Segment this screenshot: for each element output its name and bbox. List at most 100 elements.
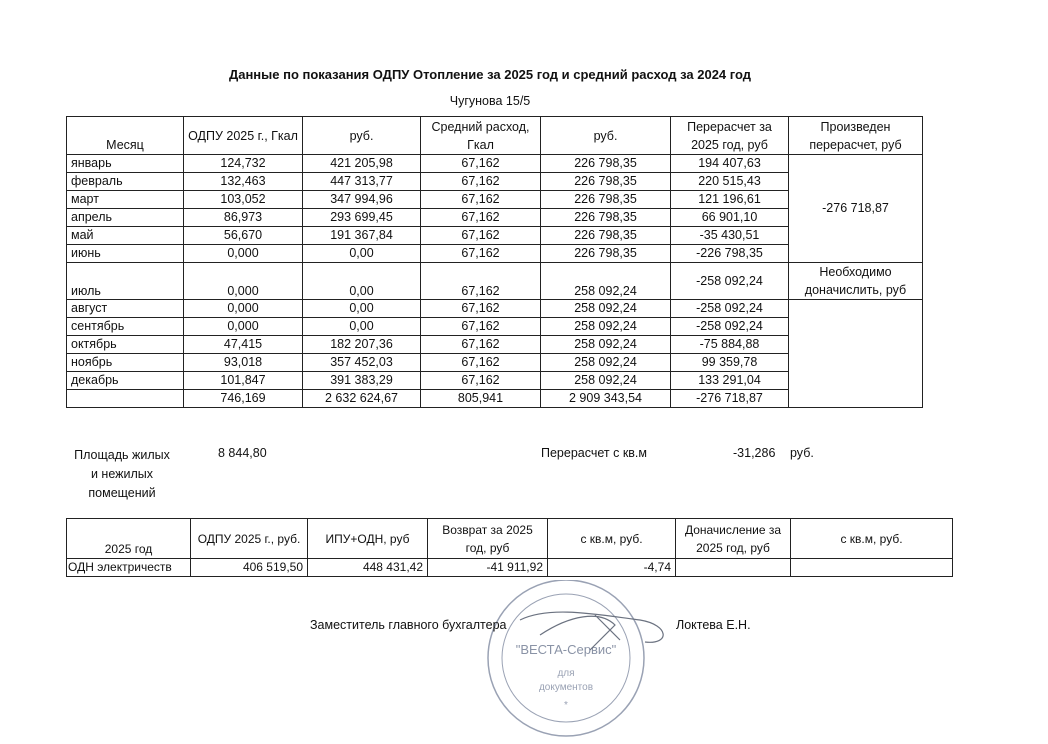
- col-header: ИПУ+ОДН, руб: [307, 518, 428, 559]
- cell: 67,162: [420, 208, 541, 227]
- month-cell: октябрь: [66, 335, 184, 354]
- cell: -4,74: [547, 558, 676, 577]
- cell: -41 911,92: [427, 558, 548, 577]
- cell: 226 798,35: [540, 172, 671, 191]
- month-cell: декабрь: [66, 371, 184, 390]
- cell: 258 092,24: [540, 353, 671, 372]
- month-cell: январь: [66, 154, 184, 173]
- cell: 182 207,36: [302, 335, 421, 354]
- month-cell: апрель: [66, 208, 184, 227]
- month-cell: [66, 389, 184, 408]
- table-header-row: 2025 год ОДПУ 2025 г., руб. ИПУ+ОДН, руб…: [66, 518, 953, 559]
- cell: 67,162: [420, 353, 541, 372]
- cell: 226 798,35: [540, 226, 671, 245]
- cell: 0,000: [183, 317, 303, 336]
- table-row: ОДН электричеств 406 519,50 448 431,42 -…: [66, 558, 953, 577]
- table-row: август 0,000 0,00 67,162 258 092,24 -258 092,…: [66, 299, 923, 408]
- heating-table: Месяц ОДПУ 2025 г., Гкал руб. Средний ра…: [66, 116, 923, 408]
- table-row: апрель 86,973 293 699,45 67,162 226 798,35 66…: [66, 208, 923, 227]
- month-cell: март: [66, 190, 184, 209]
- col-header: Произведен перерасчет, руб: [788, 116, 923, 155]
- cell: [790, 558, 953, 577]
- cell: 67,162: [420, 190, 541, 209]
- svg-text:"ВЕСТА-Сервис": "ВЕСТА-Сервис": [516, 642, 617, 657]
- need-charge-label: Необходимо доначислить, руб: [788, 262, 923, 300]
- cell: 67,162: [420, 244, 541, 263]
- cell: 805,941: [420, 389, 541, 408]
- cell: -75 884,88: [670, 335, 789, 354]
- col-header: Месяц: [66, 116, 184, 155]
- cell: 447 313,77: [302, 172, 421, 191]
- area-value: 8 844,80: [218, 446, 267, 460]
- cell: 67,162: [420, 154, 541, 173]
- company-stamp: "ВЕСТА-Сервис" для документов *: [487, 580, 664, 737]
- col-header: Перерасчет за 2025 год, руб: [670, 116, 789, 155]
- cell: 0,000: [183, 299, 303, 318]
- month-cell: февраль: [66, 172, 184, 191]
- recalc-done-cell: -276 718,87: [788, 154, 923, 263]
- cell: 2 632 624,67: [302, 389, 421, 408]
- per-sqm-unit: руб.: [790, 446, 814, 460]
- month-cell: сентябрь: [66, 317, 184, 336]
- col-header: с кв.м, руб.: [547, 518, 676, 559]
- cell: 67,162: [420, 299, 541, 318]
- cell: 258 092,24: [540, 262, 671, 300]
- cell: 258 092,24: [540, 317, 671, 336]
- cell: -226 798,35: [670, 244, 789, 263]
- cell: 0,00: [302, 262, 421, 300]
- cell: ОДН электричеств: [66, 558, 191, 577]
- cell: 67,162: [420, 262, 541, 300]
- address: Чугунова 15/5: [449, 94, 531, 108]
- table-row: январь 124,732 421 205,98 67,162 226 798,35 1…: [66, 154, 923, 263]
- cell: 124,732: [183, 154, 303, 173]
- cell: 2 909 343,54: [540, 389, 671, 408]
- month-cell: июль: [66, 262, 184, 300]
- col-header: ОДПУ 2025 г., руб.: [190, 518, 308, 559]
- cell: 191 367,84: [302, 226, 421, 245]
- cell: -258 092,24: [670, 317, 789, 336]
- cell: -258 092,24: [670, 299, 789, 318]
- cell: 132,463: [183, 172, 303, 191]
- cell: 220 515,43: [670, 172, 789, 191]
- col-header: Средний расход, Гкал: [420, 116, 541, 155]
- electricity-table: 2025 год ОДПУ 2025 г., руб. ИПУ+ОДН, руб…: [66, 518, 953, 577]
- cell: -35 430,51: [670, 226, 789, 245]
- per-sqm-label: Перерасчет с кв.м: [541, 446, 647, 460]
- table-row: февраль 132,463 447 313,77 67,162 226 798,35…: [66, 172, 923, 191]
- col-header: 2025 год: [66, 518, 191, 559]
- table-header-row: Месяц ОДПУ 2025 г., Гкал руб. Средний ра…: [66, 116, 923, 155]
- table-row: май 56,670 191 367,84 67,162 226 798,35 -35 4…: [66, 226, 923, 245]
- cell: 357 452,03: [302, 353, 421, 372]
- cell: 746,169: [183, 389, 303, 408]
- cell: 56,670: [183, 226, 303, 245]
- signature-scribble: [519, 611, 664, 651]
- cell: 226 798,35: [540, 208, 671, 227]
- cell: 103,052: [183, 190, 303, 209]
- cell: 226 798,35: [540, 190, 671, 209]
- col-header: ОДПУ 2025 г., Гкал: [183, 116, 303, 155]
- col-header: с кв.м, руб.: [790, 518, 953, 559]
- cell: 66 901,10: [670, 208, 789, 227]
- cell: 0,00: [302, 299, 421, 318]
- table-row: ноябрь 93,018 357 452,03 67,162 258 092,24 99…: [66, 353, 923, 372]
- total-row: 746,169 2 632 624,67 805,941 2 909 343,54 -2…: [66, 389, 923, 408]
- cell: 406 519,50: [190, 558, 308, 577]
- cell: 99 359,78: [670, 353, 789, 372]
- cell: 86,973: [183, 208, 303, 227]
- cell: 421 205,98: [302, 154, 421, 173]
- cell: 67,162: [420, 335, 541, 354]
- cell: 391 383,29: [302, 371, 421, 390]
- cell: 448 431,42: [307, 558, 428, 577]
- cell: -258 092,24: [670, 262, 789, 300]
- cell: 258 092,24: [540, 371, 671, 390]
- month-cell: июнь: [66, 244, 184, 263]
- cell: 67,162: [420, 371, 541, 390]
- signer-name: Локтева Е.Н.: [676, 618, 751, 632]
- need-charge-cell: [788, 299, 923, 408]
- month-cell: май: [66, 226, 184, 245]
- cell: 293 699,45: [302, 208, 421, 227]
- cell: 93,018: [183, 353, 303, 372]
- per-sqm-value: -31,286: [733, 446, 776, 460]
- cell: -276 718,87: [670, 389, 789, 408]
- cell: 133 291,04: [670, 371, 789, 390]
